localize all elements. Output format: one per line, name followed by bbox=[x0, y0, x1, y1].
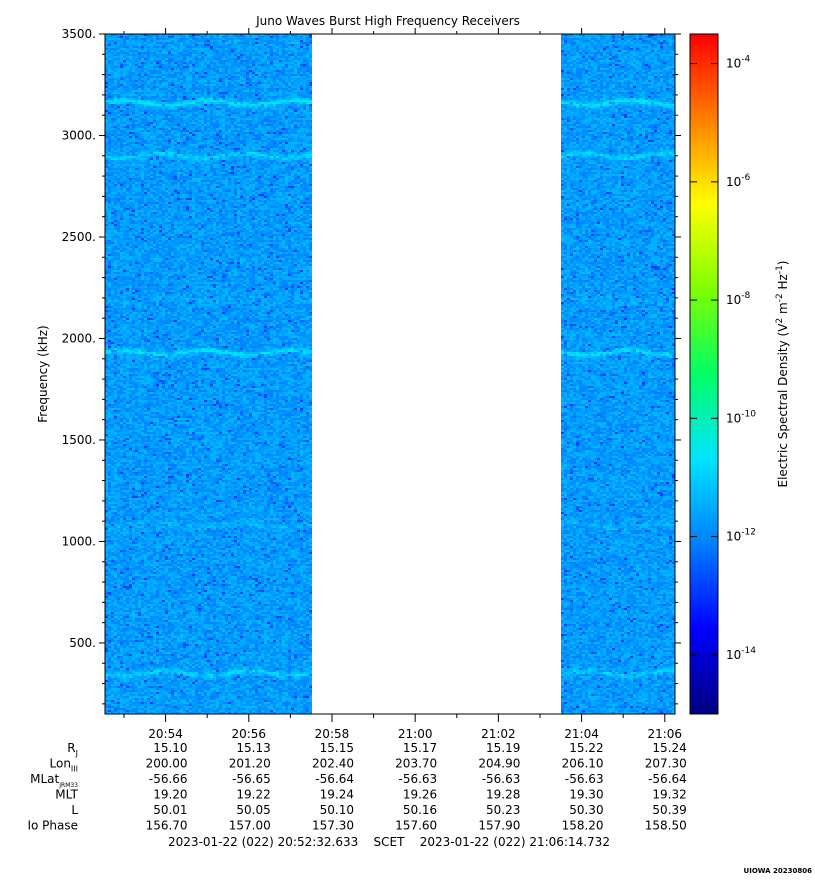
ephemeris-value: 157.00 bbox=[229, 819, 271, 833]
ephemeris-row-label: L bbox=[71, 803, 78, 817]
colorbar-tick-label: 10-12 bbox=[726, 528, 756, 544]
colorbar-label: Electric Spectral Density (V2 m-2 Hz-1) bbox=[775, 260, 790, 487]
ephemeris-value: 157.60 bbox=[395, 819, 437, 833]
ephemeris-value: -56.64 bbox=[315, 772, 354, 786]
ephemeris-value: 158.50 bbox=[645, 819, 687, 833]
x-tick-label: 20:54 bbox=[148, 727, 183, 741]
ephemeris-value: 15.13 bbox=[236, 741, 270, 755]
ephemeris-value: -56.63 bbox=[482, 772, 521, 786]
x-tick-label: 20:56 bbox=[231, 727, 266, 741]
colorbar-tick-label: 10-8 bbox=[726, 291, 751, 307]
colorbar-tick-label: 10-10 bbox=[726, 409, 756, 425]
time-range-footer: 2023-01-22 (022) 20:52:32.633 SCET 2023-… bbox=[168, 835, 610, 849]
colorbar-tick-label: 10-14 bbox=[726, 646, 756, 662]
y-tick-label: 1500. bbox=[62, 433, 96, 447]
y-tick-label: 2500. bbox=[62, 230, 96, 244]
ephemeris-table: RJ 15.10 15.13 15.15 15.17 15.19 15.22 15.24 Lon… bbox=[27, 741, 686, 833]
y-tick-label: 1000. bbox=[62, 534, 96, 548]
ephemeris-value: -56.66 bbox=[149, 772, 188, 786]
ephemeris-row-label: Io Phase bbox=[27, 819, 78, 833]
y-tick-label: 3000. bbox=[62, 128, 96, 142]
ephemeris-value: 206.10 bbox=[562, 757, 604, 771]
ephemeris-value: 15.24 bbox=[652, 741, 686, 755]
x-tick-label: 21:00 bbox=[398, 727, 433, 741]
ephemeris-value: 15.19 bbox=[486, 741, 520, 755]
colorbar-tick-label: 10-4 bbox=[726, 55, 751, 71]
plot-frame bbox=[104, 33, 676, 715]
y-axis: 500. 1000. 1500. 2000. 2500. 3000. 3500. bbox=[62, 27, 681, 705]
ephemeris-value: 19.26 bbox=[403, 788, 437, 802]
ephemeris-value: 207.30 bbox=[645, 757, 687, 771]
ephemeris-row-label: LonIII bbox=[50, 757, 79, 774]
y-tick-label: 3500. bbox=[62, 27, 96, 41]
ephemeris-value: 50.01 bbox=[153, 803, 187, 817]
ephemeris-value: 19.22 bbox=[236, 788, 270, 802]
ephemeris-value: 15.22 bbox=[569, 741, 603, 755]
colorbar: 10-4 10-6 10-8 10-10 10-12 10-14 Electric Spec… bbox=[689, 33, 790, 715]
ephemeris-value: 156.70 bbox=[146, 819, 188, 833]
x-tick-label: 21:02 bbox=[481, 727, 516, 741]
ephemeris-value: 15.10 bbox=[153, 741, 187, 755]
y-axis-label: Frequency (kHz) bbox=[36, 325, 50, 422]
ephemeris-value: 50.39 bbox=[652, 803, 686, 817]
ephemeris-value: 157.30 bbox=[312, 819, 354, 833]
colorbar-tick-label: 10-6 bbox=[726, 173, 751, 189]
ephemeris-value: 201.20 bbox=[229, 757, 271, 771]
ephemeris-row-label: MLatJRM33 bbox=[30, 772, 78, 789]
ephemeris-value: 158.20 bbox=[562, 819, 604, 833]
colorbar-frame bbox=[689, 33, 719, 715]
ephemeris-value: 15.15 bbox=[320, 741, 354, 755]
x-axis: 20:54 20:56 20:58 21:00 21:02 21:04 21:06 bbox=[123, 28, 682, 741]
ephemeris-value: 19.30 bbox=[569, 788, 603, 802]
ephemeris-value: 19.28 bbox=[486, 788, 520, 802]
ephemeris-value: 50.10 bbox=[320, 803, 354, 817]
ephemeris-value: 50.23 bbox=[486, 803, 520, 817]
ephemeris-value: -56.63 bbox=[565, 772, 604, 786]
ephemeris-value: 15.17 bbox=[403, 741, 437, 755]
ephemeris-value: -56.63 bbox=[398, 772, 437, 786]
ephemeris-row-label: MLT bbox=[55, 788, 78, 802]
ephemeris-row-label: RJ bbox=[67, 741, 78, 758]
ephemeris-value: 19.24 bbox=[320, 788, 354, 802]
ephemeris-value: 200.00 bbox=[146, 757, 188, 771]
ephemeris-value: 50.16 bbox=[403, 803, 437, 817]
y-tick-label: 500. bbox=[69, 636, 96, 650]
ephemeris-value: 50.05 bbox=[236, 803, 270, 817]
ephemeris-value: 19.20 bbox=[153, 788, 187, 802]
spectrogram-image bbox=[105, 34, 675, 714]
chart-title: Juno Waves Burst High Frequency Receiver… bbox=[255, 14, 520, 28]
ephemeris-value: -56.64 bbox=[648, 772, 687, 786]
ephemeris-value: 203.70 bbox=[395, 757, 437, 771]
y-tick-label: 2000. bbox=[62, 331, 96, 345]
x-tick-label: 21:04 bbox=[564, 727, 599, 741]
ephemeris-value: 19.32 bbox=[652, 788, 686, 802]
x-tick-label: 20:58 bbox=[315, 727, 350, 741]
x-tick-label: 21:06 bbox=[647, 727, 682, 741]
spectrogram-plot bbox=[104, 33, 676, 715]
ephemeris-value: 202.40 bbox=[312, 757, 354, 771]
ephemeris-value: -56.65 bbox=[232, 772, 271, 786]
ephemeris-value: 157.90 bbox=[478, 819, 520, 833]
colorbar-gradient bbox=[690, 34, 718, 714]
ephemeris-value: 50.30 bbox=[569, 803, 603, 817]
uiowa-stamp: UIOWA 20230806 bbox=[744, 867, 813, 875]
ephemeris-value: 204.90 bbox=[478, 757, 520, 771]
